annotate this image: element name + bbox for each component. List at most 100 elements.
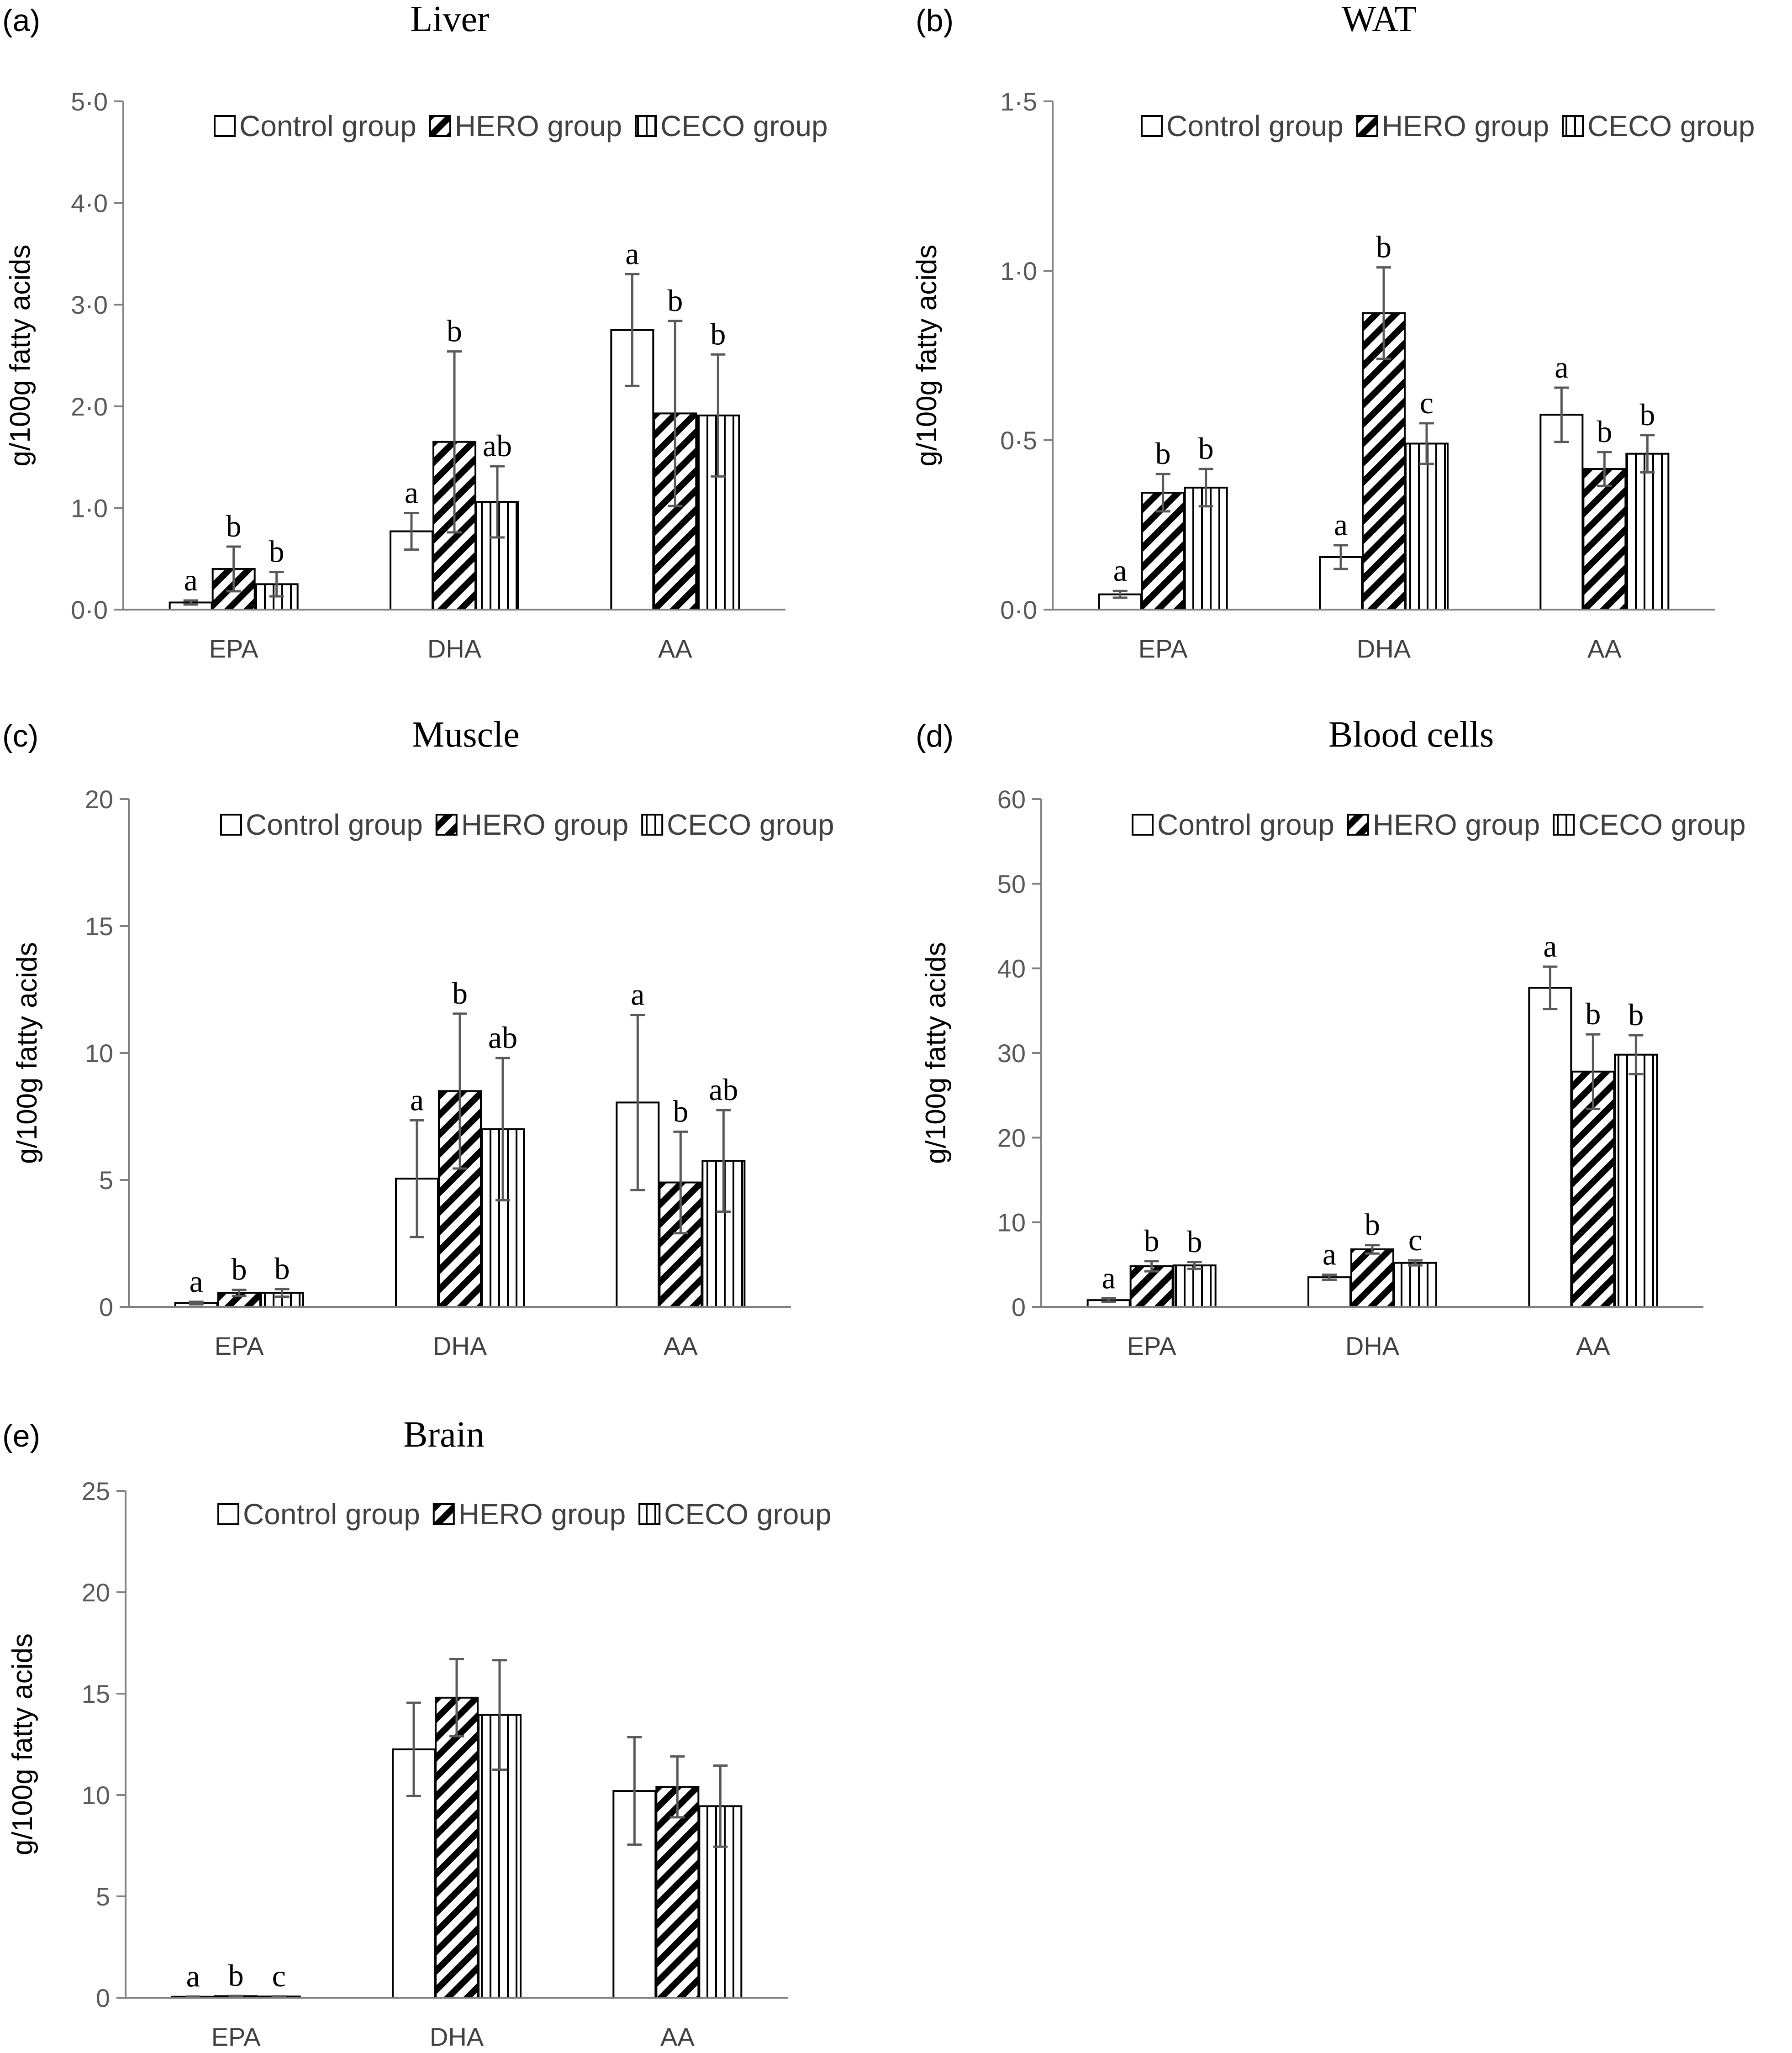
panel-label: (a) (2, 3, 40, 38)
significance-letter: b (667, 283, 683, 318)
significance-letter: ab (488, 1020, 517, 1055)
y-tick-label: 5 (99, 1166, 113, 1195)
panel-brain: (e) Brain g/100g fatty acids 0 5 10 15 20 25 a b cE… (2, 1415, 832, 2051)
significance-letter: b (1628, 997, 1644, 1032)
legend-swatch-ceco (1562, 115, 1584, 137)
significance-letter: a (1334, 507, 1348, 542)
y-tick-label: 2·0 (71, 392, 108, 421)
legend-swatch-ceco (1553, 814, 1575, 836)
panel-label: (d) (916, 719, 954, 753)
bar-hero-dha (1350, 1248, 1394, 1308)
legend-label-ceco: CECO group (1587, 110, 1755, 142)
y-axis-label: g/100g fatty acids (11, 942, 43, 1164)
legend-swatch-control (217, 1503, 239, 1525)
x-tick-label: DHA (430, 2022, 484, 2051)
legend-label-hero: HERO group (1382, 110, 1549, 142)
legend-label-control: Control group (246, 808, 423, 841)
legend-swatch-hero (1356, 115, 1378, 137)
bar-control-aa (1528, 987, 1572, 1308)
x-tick-label: DHA (433, 1332, 487, 1360)
y-tick-label: 15 (85, 912, 113, 941)
bar-hero-aa (655, 1786, 700, 1999)
y-tick-label: 25 (82, 1477, 110, 1506)
legend-swatch-ceco (641, 814, 664, 836)
significance-letter: a (631, 977, 644, 1012)
y-tick-label: 0·5 (1000, 426, 1037, 455)
chart-title: Brain (403, 1415, 485, 1455)
significance-letter: b (710, 316, 726, 351)
y-tick-label: 10 (85, 1039, 113, 1068)
significance-letter: a (186, 1958, 200, 1993)
panel-blood-cells: (d) Blood cells g/100g fatty acids 0 10 20 30 4… (916, 715, 1746, 1360)
y-axis-label: g/100g fatty acids (911, 245, 943, 467)
y-tick-label: 10 (82, 1781, 110, 1810)
y-tick-label: 1·5 (1000, 87, 1037, 116)
legend-label-hero: HERO group (455, 110, 622, 142)
significance-letter: a (625, 236, 639, 271)
y-tick-label: 60 (997, 785, 1026, 814)
chart-title: WAT (1342, 0, 1417, 39)
significance-letter: b (452, 976, 468, 1011)
significance-letter: a (190, 1264, 203, 1299)
x-tick-label: AA (658, 634, 692, 663)
x-tick-label: EPA (209, 634, 259, 663)
legend-label-ceco: CECO group (1578, 808, 1745, 841)
legend-swatch-ceco (638, 1503, 661, 1525)
legend-swatch-hero (435, 814, 458, 836)
legend-label-control: Control group (239, 110, 416, 142)
significance-letter: a (1102, 1260, 1116, 1295)
y-tick-label: 1·0 (71, 494, 108, 522)
bar-hero-aa (1582, 468, 1627, 611)
x-tick-label: AA (664, 1332, 698, 1360)
bar-hero-dha (438, 1090, 482, 1308)
x-tick-label: EPA (1138, 634, 1188, 663)
y-tick-label: 20 (997, 1123, 1026, 1152)
legend-swatch-control (220, 814, 242, 836)
y-tick-label: 0 (96, 1984, 110, 2012)
significance-letter: b (1585, 996, 1601, 1031)
bar-ceco-dha (1393, 1262, 1437, 1308)
chart-title: Blood cells (1328, 715, 1494, 755)
y-tick-label: 3·0 (71, 290, 108, 319)
legend-swatch-hero (429, 115, 451, 137)
legend-label-hero: HERO group (459, 1498, 626, 1531)
y-axis-label: g/100g fatty acids (920, 942, 952, 1164)
y-tick-label: 50 (997, 869, 1026, 898)
significance-letter: b (1639, 397, 1655, 432)
x-tick-label: DHA (1357, 634, 1411, 663)
significance-letter: a (410, 1082, 424, 1117)
y-tick-label: 0 (99, 1293, 113, 1321)
legend-swatch-hero (432, 1503, 455, 1525)
panel-label: (e) (2, 1419, 40, 1453)
legend-label-ceco: CECO group (667, 808, 834, 841)
significance-letter: b (447, 314, 462, 348)
y-tick-label: 0·0 (1000, 595, 1037, 624)
bar-control-aa (1539, 414, 1584, 611)
bar-ceco-dha (1405, 442, 1449, 611)
y-tick-label: 10 (997, 1208, 1026, 1237)
y-tick-label: 0·0 (71, 595, 108, 624)
significance-letter: a (405, 475, 418, 510)
legend-swatch-control (1132, 814, 1154, 836)
legend-label-ceco: CECO group (660, 110, 827, 142)
significance-letter: a (1543, 929, 1557, 963)
y-axis-label: g/100g fatty acids (5, 245, 36, 467)
legend-swatch-ceco (635, 115, 657, 137)
bar-ceco-aa (1614, 1053, 1658, 1308)
significance-letter: b (1198, 431, 1214, 466)
significance-letter: c (272, 1958, 286, 1993)
y-axis-label: g/100g fatty acids (7, 1633, 38, 1855)
bar-hero-aa (1571, 1070, 1615, 1308)
chart-title: Muscle (412, 715, 520, 755)
significance-letter: b (1376, 230, 1391, 264)
significance-letter: a (1113, 553, 1127, 588)
significance-letter: b (274, 1251, 290, 1286)
significance-letter: b (226, 509, 242, 543)
bar-hero-dha (435, 1696, 479, 1999)
y-tick-label: 4·0 (71, 189, 108, 218)
legend-swatch-control (214, 115, 236, 137)
bar-control-dha (1307, 1276, 1351, 1308)
panel-label: (b) (916, 3, 954, 38)
significance-letter: b (673, 1094, 688, 1128)
